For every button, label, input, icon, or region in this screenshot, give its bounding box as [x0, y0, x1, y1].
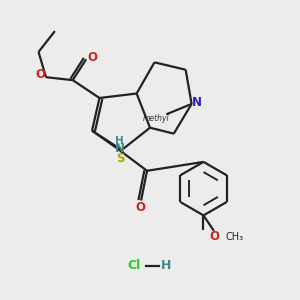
Text: Cl: Cl [127, 260, 140, 272]
Text: N: N [114, 142, 124, 155]
Text: N: N [192, 96, 202, 109]
Text: O: O [209, 230, 219, 243]
Text: O: O [35, 68, 45, 81]
Text: CH₃: CH₃ [226, 232, 244, 242]
Text: H: H [161, 260, 172, 272]
Text: H: H [115, 136, 124, 146]
Text: methyl: methyl [142, 114, 169, 123]
Text: S: S [116, 152, 124, 165]
Text: O: O [136, 201, 146, 214]
Text: O: O [88, 51, 98, 64]
